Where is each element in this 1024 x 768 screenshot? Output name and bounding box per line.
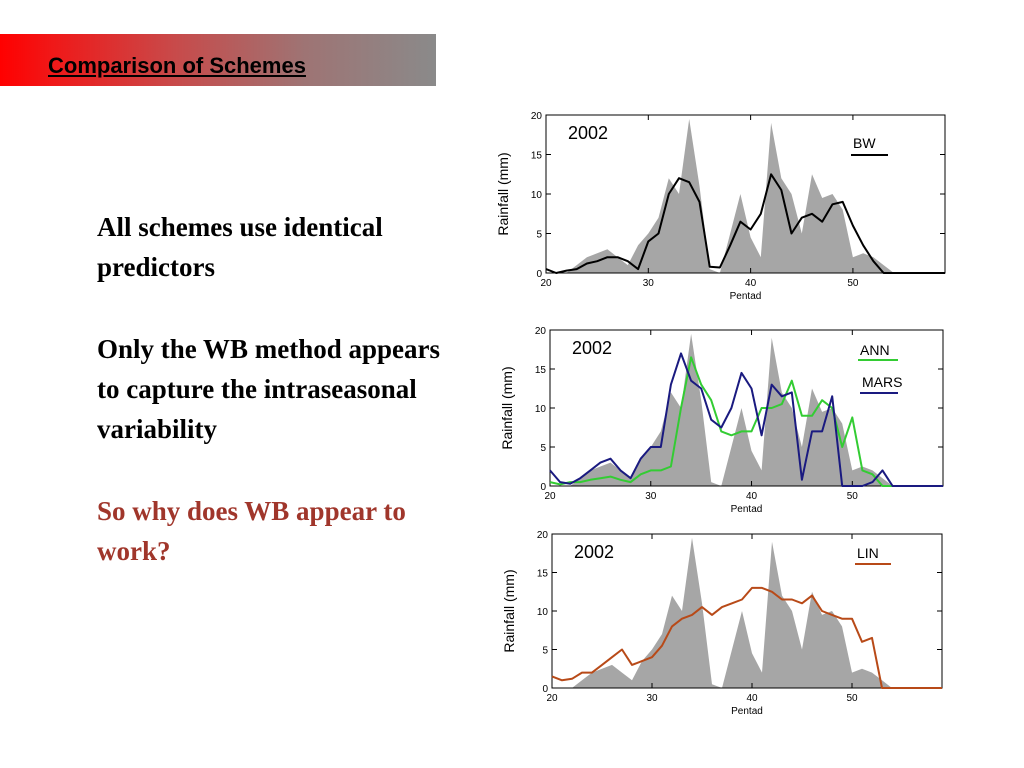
year-label: 2002 bbox=[572, 338, 612, 358]
observed-rainfall-area bbox=[550, 333, 943, 486]
x-tick-label: 30 bbox=[646, 693, 658, 704]
y-tick-label: 0 bbox=[540, 482, 546, 493]
chart-ann-mars: 0 5 10 15 20 20 30 40 50 Pentad Rainfall (mm) 2002 A… bbox=[499, 326, 944, 515]
y-tick-label: 15 bbox=[537, 569, 549, 580]
x-tick-label: 20 bbox=[540, 278, 552, 289]
x-tick-label: 20 bbox=[546, 693, 558, 704]
x-tick-label: 20 bbox=[544, 491, 556, 502]
y-tick-label: 20 bbox=[531, 111, 543, 122]
y-tick-label: 10 bbox=[531, 190, 543, 201]
y-tick-label: 0 bbox=[542, 684, 548, 695]
series-line-ann bbox=[549, 356, 943, 487]
observed-rainfall-area bbox=[552, 537, 942, 688]
chart-bw: 0 5 10 15 20 20 30 40 50 Pentad Rainfall (mm) 2002 B… bbox=[495, 111, 946, 302]
bullet-3: So why does WB appear to work? bbox=[97, 496, 406, 566]
observed-rainfall-area bbox=[546, 119, 945, 273]
y-tick-label: 5 bbox=[536, 230, 542, 241]
bullet-1: All schemes use identical predictors bbox=[97, 212, 383, 282]
legend-label-mars: MARS bbox=[862, 374, 902, 390]
y-axis-label: Rainfall (mm) bbox=[499, 366, 515, 449]
legend-label-lin: LIN bbox=[857, 545, 879, 561]
y-tick-label: 20 bbox=[537, 530, 549, 541]
year-label: 2002 bbox=[574, 542, 614, 562]
series-line-lin bbox=[551, 586, 942, 689]
legend-label-ann: ANN bbox=[860, 342, 890, 358]
y-tick-label: 15 bbox=[535, 365, 547, 376]
x-axis-label: Pentad bbox=[730, 291, 762, 302]
bullet-2: Only the WB method appears to capture th… bbox=[97, 334, 441, 444]
x-tick-label: 50 bbox=[847, 491, 859, 502]
x-tick-label: 40 bbox=[745, 278, 757, 289]
y-tick-label: 10 bbox=[535, 404, 547, 415]
x-tick-label: 40 bbox=[746, 693, 758, 704]
x-axis-label: Pentad bbox=[731, 706, 763, 717]
y-tick-label: 5 bbox=[542, 646, 548, 657]
x-tick-label: 50 bbox=[846, 693, 858, 704]
x-axis-label: Pentad bbox=[731, 504, 763, 515]
x-tick-label: 30 bbox=[645, 491, 657, 502]
y-axis-label: Rainfall (mm) bbox=[495, 152, 511, 235]
year-label: 2002 bbox=[568, 123, 608, 143]
bullet-list: All schemes use identical predictors Onl… bbox=[97, 207, 467, 613]
y-tick-label: 5 bbox=[540, 443, 546, 454]
slide-title: Comparison of Schemes bbox=[48, 53, 306, 78]
y-tick-label: 0 bbox=[536, 269, 542, 280]
y-tick-label: 15 bbox=[531, 151, 543, 162]
x-tick-label: 40 bbox=[746, 491, 758, 502]
y-tick-label: 20 bbox=[535, 326, 547, 337]
title-bar bbox=[0, 34, 436, 86]
chart-lin: 0 5 10 15 20 20 30 40 50 Pentad Rainfall (mm) 2002 L… bbox=[501, 530, 943, 717]
x-tick-label: 30 bbox=[643, 278, 655, 289]
x-tick-label: 50 bbox=[847, 278, 859, 289]
y-axis-label: Rainfall (mm) bbox=[501, 569, 517, 652]
y-tick-label: 10 bbox=[537, 607, 549, 618]
legend-label-bw: BW bbox=[853, 135, 876, 151]
series-line-bw bbox=[545, 173, 945, 274]
series-line-mars bbox=[549, 352, 943, 487]
